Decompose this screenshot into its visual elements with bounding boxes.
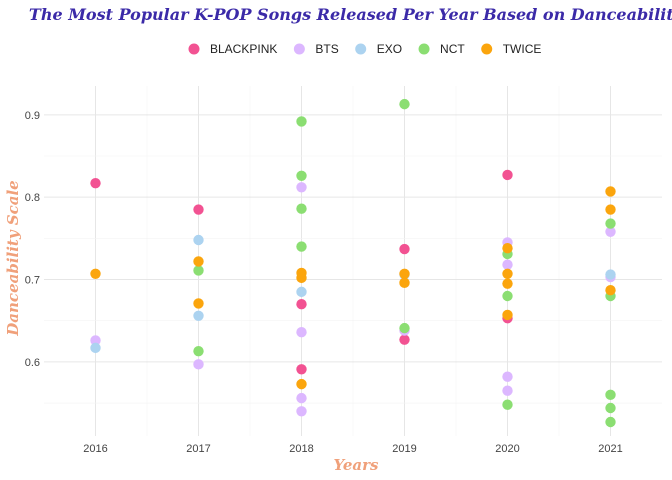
data-point (502, 243, 513, 254)
legend-marker (481, 43, 493, 55)
data-point (399, 243, 410, 255)
series-blackpink (90, 169, 513, 375)
x-axis-title: Years (333, 456, 379, 474)
legend-item-exo: EXO (355, 42, 402, 56)
legend-label: BLACKPINK (210, 42, 277, 56)
y-tick-label: 0.6 (25, 357, 40, 369)
data-point (605, 226, 616, 237)
data-point (502, 169, 513, 181)
data-point (399, 268, 410, 279)
x-tick-label: 2019 (392, 443, 416, 455)
data-point (193, 234, 204, 246)
data-point (193, 256, 204, 267)
data-point (296, 170, 307, 181)
data-point (605, 269, 616, 280)
series-bts (90, 182, 616, 417)
data-point (193, 310, 204, 321)
data-point (502, 371, 513, 382)
legend: BLACKPINK BTS EXO NCT TWICE (188, 42, 541, 56)
y-axis-title: Danceability Scale (4, 180, 22, 336)
data-point (605, 416, 616, 428)
x-tick-label: 2016 (83, 443, 107, 455)
data-point (296, 299, 307, 310)
x-tick-label: 2017 (186, 443, 210, 455)
y-axis-ticks: 0.6 0.7 0.8 0.9 (25, 110, 40, 369)
data-point (399, 322, 410, 334)
data-point (502, 268, 513, 279)
data-point (296, 203, 307, 214)
y-tick-label: 0.8 (25, 192, 40, 204)
legend-item-twice: TWICE (481, 42, 541, 56)
data-point (502, 399, 513, 410)
legend-label: TWICE (503, 42, 542, 56)
data-point (296, 272, 307, 284)
data-point (90, 177, 101, 189)
legend-item-bts: BTS (293, 42, 339, 56)
x-tick-label: 2018 (289, 443, 313, 455)
data-point (296, 116, 307, 127)
data-point (605, 186, 616, 197)
legend-item-nct: NCT (418, 42, 465, 56)
data-point (90, 335, 101, 346)
legend-label: NCT (440, 42, 465, 56)
legend-marker (293, 43, 305, 55)
data-point (296, 327, 307, 338)
data-point (502, 290, 513, 302)
data-point (605, 402, 616, 414)
data-point (605, 204, 616, 215)
data-point (605, 389, 616, 401)
data-point (90, 342, 101, 354)
legend-item-blackpink: BLACKPINK (188, 42, 277, 56)
legend-marker (188, 43, 200, 55)
data-point (193, 265, 204, 276)
legend-label: BTS (315, 42, 338, 56)
y-tick-label: 0.9 (25, 110, 40, 122)
data-point (296, 286, 307, 298)
data-point (399, 277, 410, 289)
legend-label: EXO (377, 42, 402, 56)
data-point (399, 98, 410, 110)
data-point (193, 204, 204, 215)
data-point (502, 259, 513, 270)
data-point (605, 218, 616, 229)
data-point (605, 285, 616, 296)
data-point (296, 364, 307, 375)
data-point (502, 309, 513, 321)
data-point (502, 278, 513, 289)
data-point (296, 241, 307, 252)
data-point (296, 378, 307, 390)
data-point (296, 392, 307, 404)
data-point (502, 385, 513, 396)
data-point (296, 406, 307, 417)
data-point (193, 298, 204, 309)
data-point (296, 182, 307, 193)
chart-title: The Most Popular K-POP Songs Released Pe… (29, 5, 672, 24)
data-point (193, 345, 204, 357)
legend-marker (355, 43, 367, 55)
data-point (399, 334, 410, 345)
legend-marker (418, 43, 430, 55)
grid (44, 86, 662, 436)
data-points (90, 98, 616, 428)
x-axis-ticks: 2016 2017 2018 2019 2020 2021 (83, 443, 622, 455)
data-point (193, 359, 204, 370)
x-tick-label: 2021 (598, 443, 622, 455)
series-nct (193, 98, 616, 428)
data-point (90, 268, 101, 279)
y-tick-label: 0.7 (25, 275, 40, 287)
x-tick-label: 2020 (495, 443, 519, 455)
series-twice (90, 186, 616, 390)
